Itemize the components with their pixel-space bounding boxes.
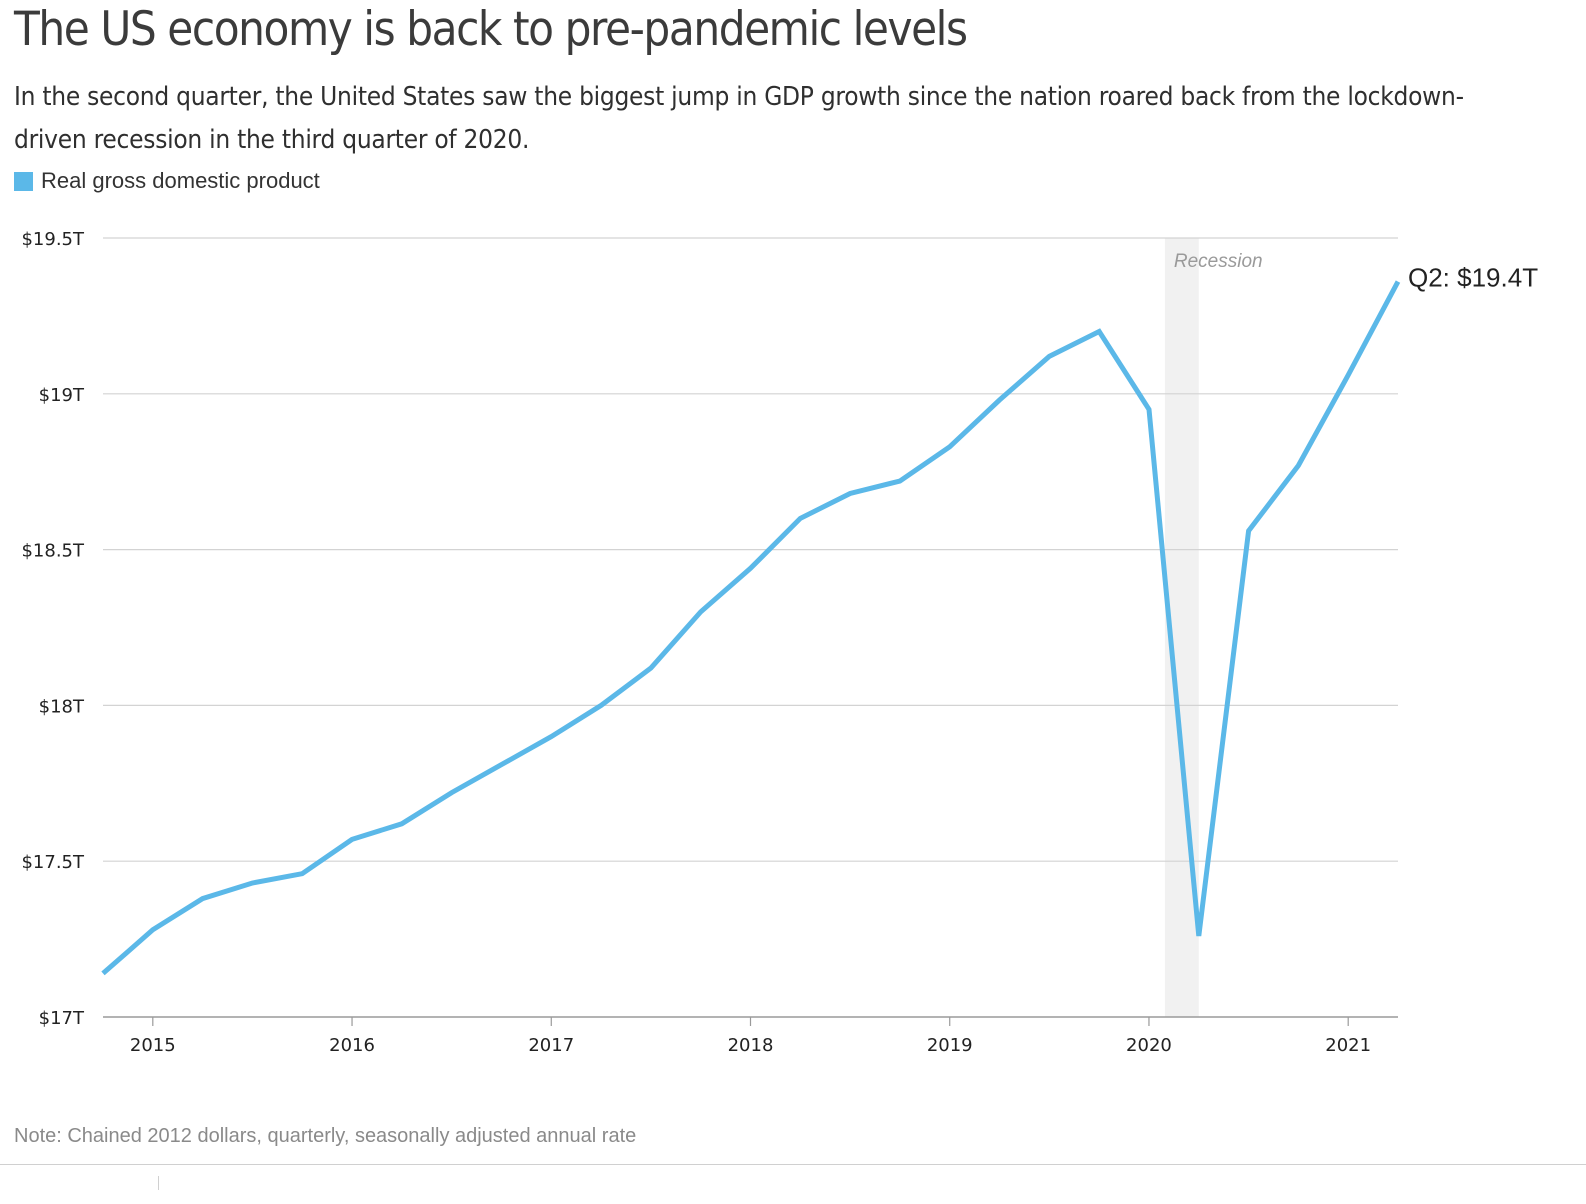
y-tick-label: $19T xyxy=(39,385,85,406)
y-tick-label: $17T xyxy=(39,1008,85,1029)
y-tick-label: $19.5T xyxy=(21,229,85,250)
x-tick-label: 2016 xyxy=(329,1035,375,1056)
recession-label: Recession xyxy=(1174,251,1263,272)
gdp-line-chart: Recession $17T $17.5T $18T $18.5T $19T $19.5T 2… xyxy=(21,229,1538,1056)
end-value-label: Q2: $19.4T xyxy=(1408,263,1538,293)
x-tick-label: 2020 xyxy=(1126,1035,1172,1056)
y-tick-label: $18.5T xyxy=(21,541,85,562)
x-tick-label: 2017 xyxy=(528,1035,574,1056)
footer-tick-mark xyxy=(158,1176,159,1190)
y-tick-label: $17.5T xyxy=(21,852,85,873)
x-tick-label: 2018 xyxy=(728,1035,774,1056)
x-tick-label: 2021 xyxy=(1325,1035,1371,1056)
legend-swatch xyxy=(14,171,33,191)
legend-label: Real gross domestic product xyxy=(41,168,320,193)
legend: Real gross domestic product xyxy=(14,168,320,194)
x-tick-label: 2019 xyxy=(927,1035,973,1056)
x-tick-label: 2015 xyxy=(130,1035,176,1056)
y-tick-label: $18T xyxy=(39,696,85,717)
gdp-series-line xyxy=(101,280,1401,976)
chart-note: Note: Chained 2012 dollars, quarterly, s… xyxy=(14,1125,637,1147)
footer-divider xyxy=(0,1164,1586,1165)
chart-subtitle: In the second quarter, the United States… xyxy=(14,82,1464,155)
chart-title: The US economy is back to pre-pandemic l… xyxy=(14,2,968,57)
